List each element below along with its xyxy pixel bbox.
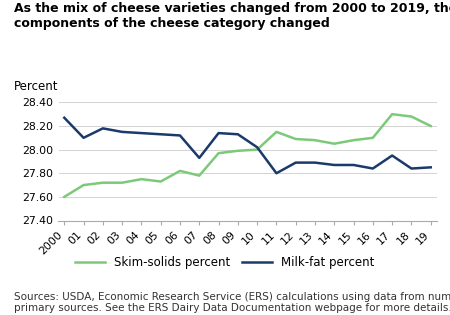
Text: As the mix of cheese varieties changed from 2000 to 2019, the dairy
components o: As the mix of cheese varieties changed f… [14,2,450,30]
Legend: Skim-solids percent, Milk-fat percent: Skim-solids percent, Milk-fat percent [71,252,379,274]
Text: Sources: USDA, Economic Research Service (ERS) calculations using data from nume: Sources: USDA, Economic Research Service… [14,292,450,313]
Text: Percent: Percent [14,80,58,93]
